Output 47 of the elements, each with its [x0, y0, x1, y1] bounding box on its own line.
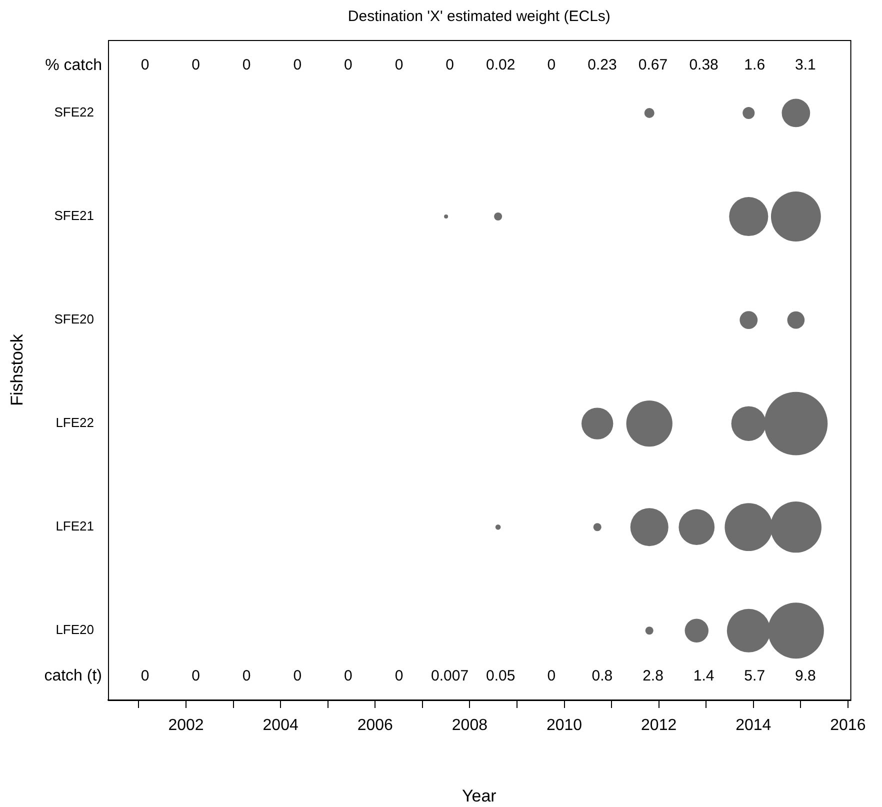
annotation: 0.8 — [592, 667, 613, 684]
annotation: 0 — [140, 667, 150, 684]
annotation: 5.7 — [744, 667, 766, 684]
x-tick-label: 2006 — [357, 717, 394, 734]
text: catch (t) — [44, 668, 102, 685]
x-tick-label: 2002 — [168, 717, 204, 734]
annotation: 2.8 — [642, 667, 664, 684]
text: % catch — [45, 56, 102, 74]
annotation: 9.8 — [794, 667, 816, 684]
annotation: 0 — [242, 56, 251, 74]
annotation: 0 — [344, 56, 352, 74]
annotation: 3.1 — [794, 56, 816, 74]
x-tick-label: 2010 — [546, 717, 582, 734]
annotation: 0.02 — [486, 56, 516, 74]
y-tick-label: SFE22 — [54, 104, 94, 120]
annotation: 0 — [192, 667, 200, 684]
y-tick-label: SFE21 — [54, 208, 94, 224]
annotation: 0 — [293, 56, 302, 74]
annotation: 0 — [242, 667, 251, 684]
annotation: 0 — [344, 667, 352, 684]
x-tick-label: 2008 — [452, 717, 488, 734]
annotation: 0 — [547, 56, 556, 74]
annotation: 0.007 — [431, 667, 469, 684]
annotation: 0.23 — [588, 56, 617, 74]
x-axis-title: Year — [462, 786, 497, 806]
annotation: 0 — [547, 667, 556, 684]
y-tick-label: LFE21 — [56, 518, 94, 534]
annotation: 0 — [394, 667, 404, 684]
annotation: 0 — [394, 56, 404, 74]
x-tick-label: 2014 — [736, 717, 772, 734]
x-tick-label: 2016 — [830, 717, 866, 734]
annotation: 0 — [140, 56, 150, 74]
y-tick-label: SFE20 — [54, 312, 94, 327]
x-tick-label: 2004 — [262, 717, 298, 734]
y-tick-label: LFE20 — [56, 622, 94, 638]
annotation: 1.6 — [744, 56, 766, 74]
y-tick-label: LFE22 — [56, 415, 94, 430]
annotation: 0.05 — [486, 667, 516, 684]
annotation: 1.4 — [693, 667, 714, 684]
chart-title: Destination 'X' estimated weight (ECLs) — [348, 8, 610, 26]
annotation: 0.38 — [689, 56, 718, 74]
annotation: 0 — [192, 56, 200, 74]
annotation: 0 — [293, 667, 302, 684]
annotation: 0.67 — [638, 56, 668, 74]
y-axis-title: Fishstock — [8, 334, 27, 406]
x-tick-label: 2012 — [641, 717, 677, 734]
annotation: 0 — [446, 56, 454, 74]
